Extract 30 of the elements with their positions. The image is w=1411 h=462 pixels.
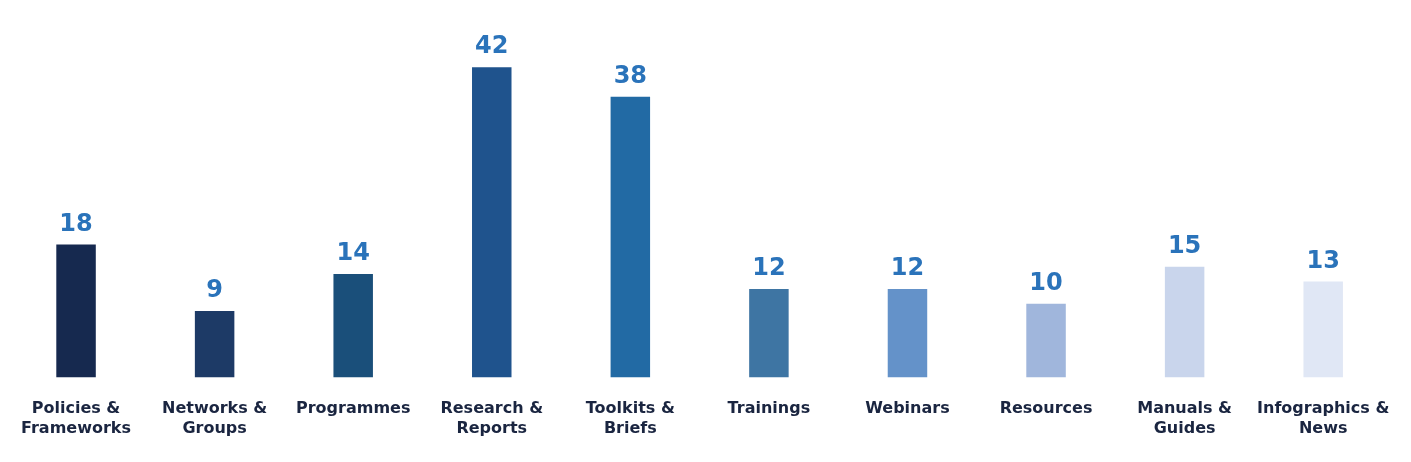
bar <box>472 67 512 378</box>
data-label: 38 <box>613 60 648 89</box>
data-label: 13 <box>1306 245 1340 274</box>
bar <box>194 311 235 378</box>
x-tick-label: Programmes <box>295 398 411 418</box>
bar <box>887 288 928 378</box>
x-tick-label: Resources <box>999 398 1093 418</box>
bar <box>333 274 373 378</box>
x-tick-label: Manuals & Guides <box>1137 398 1233 437</box>
data-label: 12 <box>890 253 925 282</box>
bar <box>610 96 651 378</box>
data-label: 12 <box>752 253 786 282</box>
data-label: 9 <box>206 275 223 304</box>
data-label: 10 <box>1029 267 1063 296</box>
data-label: 14 <box>336 238 370 267</box>
bar <box>1026 303 1066 378</box>
x-tick-label: Webinars <box>865 398 950 418</box>
bar <box>56 244 96 378</box>
x-tick-label: Networks & Groups <box>161 398 268 437</box>
x-tick-label: Policies & Frameworks <box>21 398 132 437</box>
bar <box>1164 266 1205 378</box>
x-tick-label: Trainings <box>727 398 811 418</box>
data-label: 42 <box>475 31 509 60</box>
bar <box>1303 281 1343 378</box>
data-label: 15 <box>1167 230 1202 259</box>
x-tick-label: Research & Reports <box>440 398 544 437</box>
bar <box>749 288 789 378</box>
x-tick-label: Toolkits & Briefs <box>585 398 675 437</box>
x-tick-label: Infographics & News <box>1257 398 1390 437</box>
data-label: 18 <box>59 208 93 237</box>
